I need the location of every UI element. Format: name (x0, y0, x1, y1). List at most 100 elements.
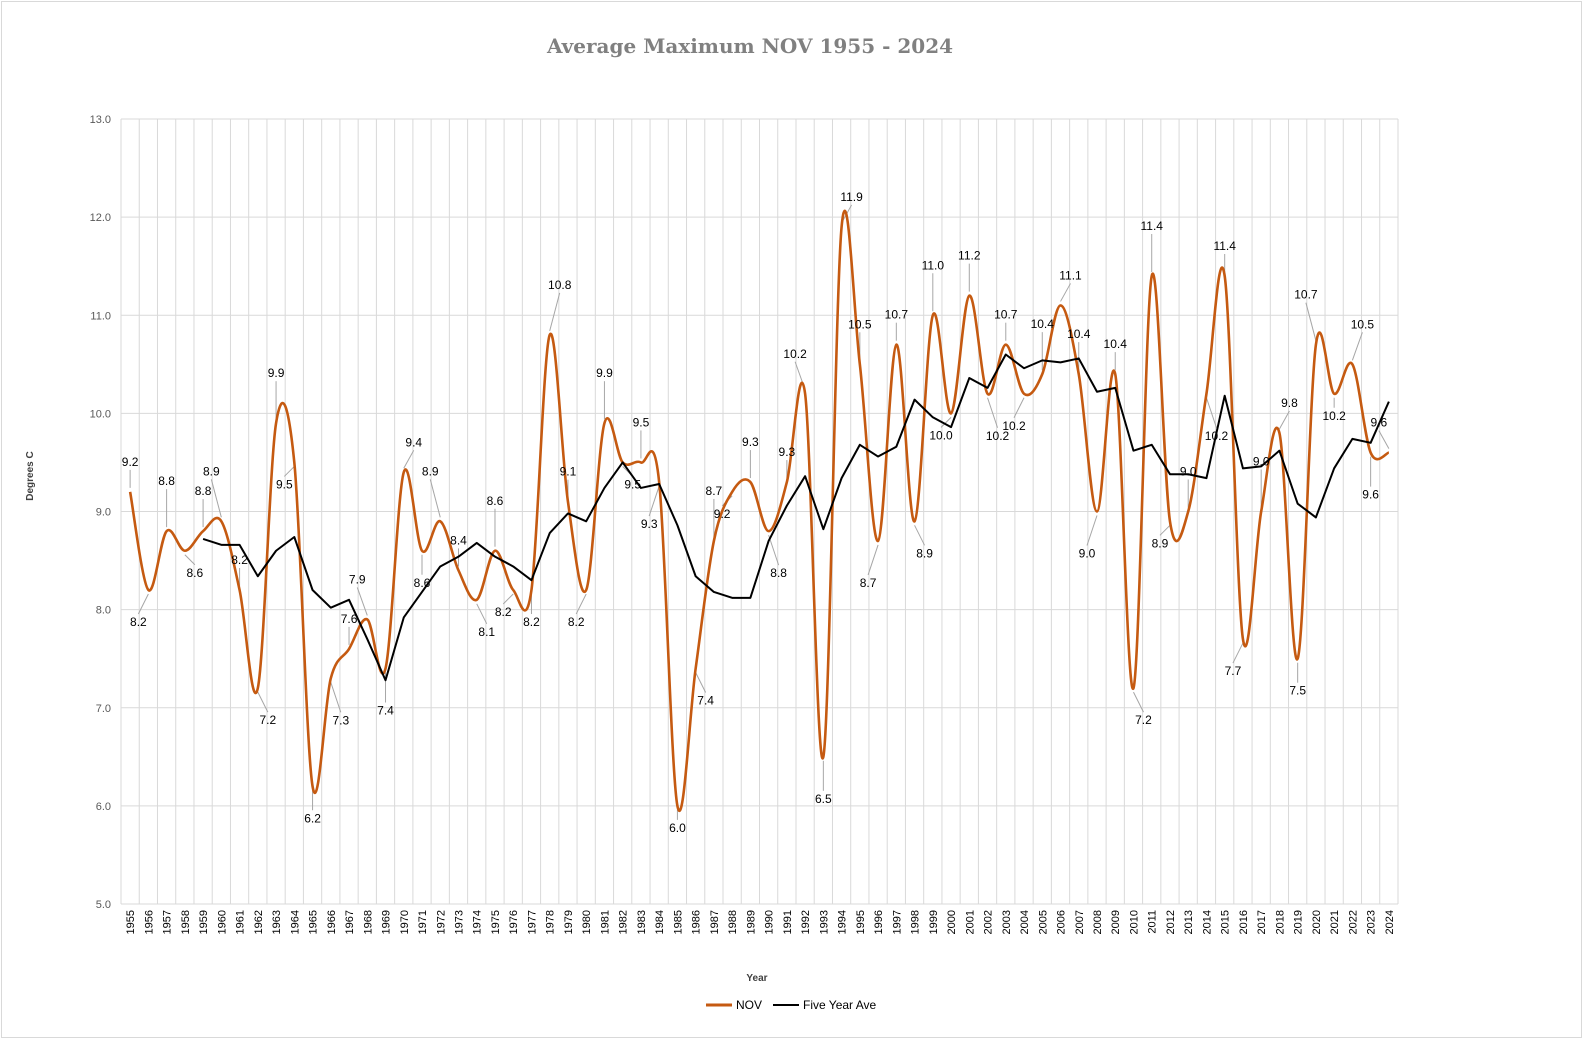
data-label: 7.6 (341, 612, 358, 626)
x-tick-label: 1959 (198, 910, 210, 934)
y-tick-labels: 5.0 6.0 7.0 8.0 9.0 10.0 11.0 12.0 13.0 (90, 114, 111, 911)
x-tick-label: 2023 (1366, 910, 1378, 934)
data-label: 8.8 (195, 484, 212, 498)
x-tick-label: 2003 (1001, 910, 1013, 934)
x-tick-label: 2006 (1056, 910, 1068, 934)
x-tick-label: 2013 (1183, 910, 1195, 934)
data-label: 8.6 (487, 494, 504, 508)
data-label: 7.9 (349, 572, 366, 586)
data-label: 9.6 (1362, 488, 1379, 502)
data-label: 9.5 (276, 477, 293, 491)
data-label: 10.8 (548, 278, 572, 292)
data-label: 8.4 (450, 533, 467, 547)
x-tick-label: 1980 (581, 910, 593, 934)
data-label: 8.8 (770, 566, 787, 580)
x-tick-label: 1955 (125, 910, 137, 934)
label-leader-line (184, 554, 196, 566)
data-label: 10.5 (1351, 317, 1375, 331)
label-leader-line (940, 417, 952, 428)
data-label: 11.0 (922, 258, 945, 272)
x-tick-label: 2015 (1220, 910, 1232, 934)
data-label: 6.5 (815, 792, 832, 806)
x-tick-label: 1998 (910, 910, 922, 934)
x-tick-label: 1988 (727, 910, 739, 934)
x-tick-label: 1962 (253, 910, 265, 934)
data-label: 10.0 (929, 428, 953, 442)
data-label: 8.2 (523, 615, 540, 629)
label-leader-line (1086, 515, 1098, 546)
x-tick-label: 2019 (1293, 910, 1305, 934)
label-leader-line (476, 603, 488, 625)
x-tick-label: 1982 (618, 910, 630, 934)
data-label: 9.1 (560, 465, 577, 479)
data-label: 8.1 (478, 625, 495, 639)
data-label: 7.3 (332, 713, 349, 727)
label-leader-line (1060, 283, 1071, 302)
x-tick-label: 1994 (837, 910, 849, 934)
x-tick-label: 2004 (1019, 910, 1031, 934)
x-tick-label: 2016 (1238, 910, 1250, 934)
y-tick-label: 6.0 (96, 801, 111, 813)
x-tick-label: 1992 (800, 910, 812, 934)
x-tick-label: 2007 (1074, 910, 1086, 934)
chart-title: Average Maximum NOV 1955 - 2024 (546, 34, 954, 58)
y-tick-label: 13.0 (90, 114, 111, 126)
data-label: 9.3 (641, 517, 658, 531)
label-leader-line (1013, 397, 1025, 418)
data-label: 9.5 (624, 477, 641, 491)
data-label: 8.9 (916, 546, 933, 560)
data-label: 9.9 (268, 366, 285, 380)
x-tick-label: 1963 (271, 910, 283, 934)
data-label: 8.6 (187, 566, 204, 580)
x-tick-label: 2008 (1092, 910, 1104, 934)
x-tick-label: 1972 (435, 910, 447, 934)
x-tick-label: 1984 (654, 910, 666, 934)
x-tick-label: 2011 (1147, 910, 1159, 934)
x-tick-label: 1960 (216, 910, 228, 934)
y-axis-title: Degrees C (25, 451, 36, 500)
label-leader-lines (129, 204, 1390, 820)
series-line-nov (128, 209, 1390, 812)
data-label: 7.5 (1289, 684, 1306, 698)
x-tick-label: 2010 (1128, 910, 1140, 934)
label-leader-line (429, 479, 441, 518)
x-tick-label: 1995 (855, 910, 867, 934)
x-tick-label: 1981 (599, 910, 611, 934)
x-tick-label: 1969 (381, 910, 393, 934)
y-tick-label: 9.0 (96, 507, 111, 519)
x-tick-label: 1997 (891, 910, 903, 934)
x-tick-label: 1971 (417, 910, 429, 934)
x-tick-label: 1983 (636, 910, 648, 934)
x-axis-title: Year (746, 973, 767, 984)
data-label: 10.4 (1031, 317, 1055, 331)
label-leader-line (1205, 397, 1217, 428)
data-label: 7.2 (1135, 713, 1152, 727)
data-label: 10.2 (1002, 419, 1026, 433)
data-label: 7.4 (377, 704, 394, 718)
label-leader-line (549, 292, 561, 332)
y-tick-label: 7.0 (96, 703, 111, 715)
data-label: 10.2 (986, 429, 1010, 443)
x-tick-label: 2017 (1256, 910, 1268, 934)
x-tick-label: 1976 (508, 910, 520, 934)
y-tick-label: 12.0 (90, 212, 111, 224)
y-tick-label: 5.0 (96, 899, 111, 911)
data-label: 8.2 (231, 553, 248, 567)
data-label: 8.2 (495, 605, 512, 619)
data-label: 10.2 (1322, 409, 1346, 423)
x-tick-label: 1958 (180, 910, 192, 934)
legend-label-five-year-ave: Five Year Ave (803, 998, 876, 1012)
label-leader-line (210, 479, 222, 518)
x-tick-label: 1968 (362, 910, 374, 934)
x-tick-label: 1985 (672, 910, 684, 934)
data-label: 10.2 (1205, 429, 1229, 443)
data-label: 8.6 (414, 576, 431, 590)
data-label: 7.4 (697, 694, 714, 708)
data-label: 8.2 (568, 615, 585, 629)
x-tick-label: 1967 (344, 910, 356, 934)
label-leader-line (1232, 642, 1244, 664)
x-tick-label: 1989 (745, 910, 757, 934)
x-tick-label: 2014 (1201, 910, 1213, 934)
data-label: 11.2 (958, 249, 981, 263)
